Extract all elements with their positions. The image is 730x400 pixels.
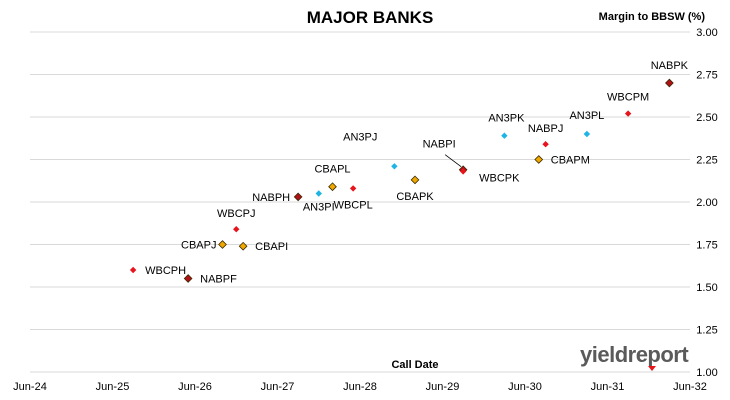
data-point (534, 155, 544, 164)
point-label: CBAPI (255, 241, 288, 253)
point-label: NABPJ (528, 123, 563, 135)
data-point (542, 141, 549, 148)
y-tick-label: 1.25 (696, 325, 717, 337)
y-tick-label: 2.00 (696, 197, 717, 209)
point-label: CBAPL (314, 164, 350, 176)
x-tick-label: Jun-30 (508, 381, 542, 393)
point-label: CBAPK (396, 191, 434, 203)
data-point (293, 192, 303, 202)
x-tick-label: Jun-26 (178, 381, 212, 393)
point-label: CBAPJ (181, 240, 216, 252)
data-points (129, 78, 674, 283)
point-label: WBCPK (479, 172, 520, 184)
x-tick-label: Jun-28 (343, 381, 377, 393)
point-label: WBCPJ (217, 208, 256, 220)
point-label: NABPH (252, 192, 290, 204)
x-tick-label: Jun-32 (673, 381, 707, 393)
point-label: WBCPH (145, 265, 186, 277)
data-point (583, 130, 591, 138)
x-tick-labels: Jun-24 Jun-25 Jun-26 Jun-27 Jun-28 Jun-29 Jun-… (13, 381, 707, 393)
y-tick-label: 1.50 (696, 282, 717, 294)
chart-title: MAJOR BANKS (307, 8, 434, 27)
y-tick-label: 2.50 (696, 112, 717, 124)
point-label: AN3PJ (343, 131, 377, 143)
x-axis-title: Call Date (391, 359, 438, 371)
yieldreport-logo: yieldreport (580, 342, 690, 371)
data-point (410, 175, 420, 185)
logo-text: yieldreport (580, 342, 689, 367)
data-point (218, 240, 227, 249)
x-tick-label: Jun-27 (261, 381, 295, 393)
data-point (183, 274, 193, 283)
y-tick-label: 1.75 (696, 240, 717, 252)
point-label: WBCPM (607, 92, 649, 104)
leader-line (444, 154, 462, 168)
x-tick-label: Jun-29 (426, 381, 460, 393)
point-labels: WBCPH NABPF CBAPJ CBAPI WBCPJ NABPH AN3PI CBAPL… (145, 60, 689, 286)
y-tick-label: 2.25 (696, 155, 717, 167)
data-point (349, 185, 357, 192)
point-label: NABPK (651, 60, 689, 72)
data-point (391, 163, 398, 170)
point-label: WBCPL (334, 199, 373, 211)
point-label: CBAPM (551, 155, 590, 167)
data-point (238, 241, 248, 251)
logo-mark-icon (648, 366, 656, 371)
data-point (501, 132, 508, 139)
y-tick-label: 3.00 (696, 27, 717, 39)
point-label: AN3PL (569, 110, 604, 122)
point-label: NABPF (200, 274, 237, 286)
x-tick-label: Jun-25 (96, 381, 130, 393)
point-label: AN3PK (488, 113, 525, 125)
data-point (328, 182, 337, 192)
data-point (459, 168, 467, 175)
y-tick-label: 2.75 (696, 70, 717, 82)
data-point (233, 226, 240, 233)
x-tick-label: Jun-31 (591, 381, 625, 393)
data-point (129, 266, 137, 274)
data-point (315, 190, 322, 197)
data-point (665, 78, 674, 88)
x-tick-label: Jun-24 (13, 381, 47, 393)
point-label: AN3PI (303, 202, 335, 214)
y-axis-title: Margin to BBSW (%) (599, 11, 706, 23)
data-point (624, 110, 632, 117)
y-tick-labels: 1.00 1.25 1.50 1.75 2.00 2.25 2.50 2.75 3.00 (696, 27, 717, 379)
y-tick-label: 1.00 (696, 367, 717, 379)
gridlines (30, 31, 690, 373)
point-label: NABPI (423, 139, 456, 151)
